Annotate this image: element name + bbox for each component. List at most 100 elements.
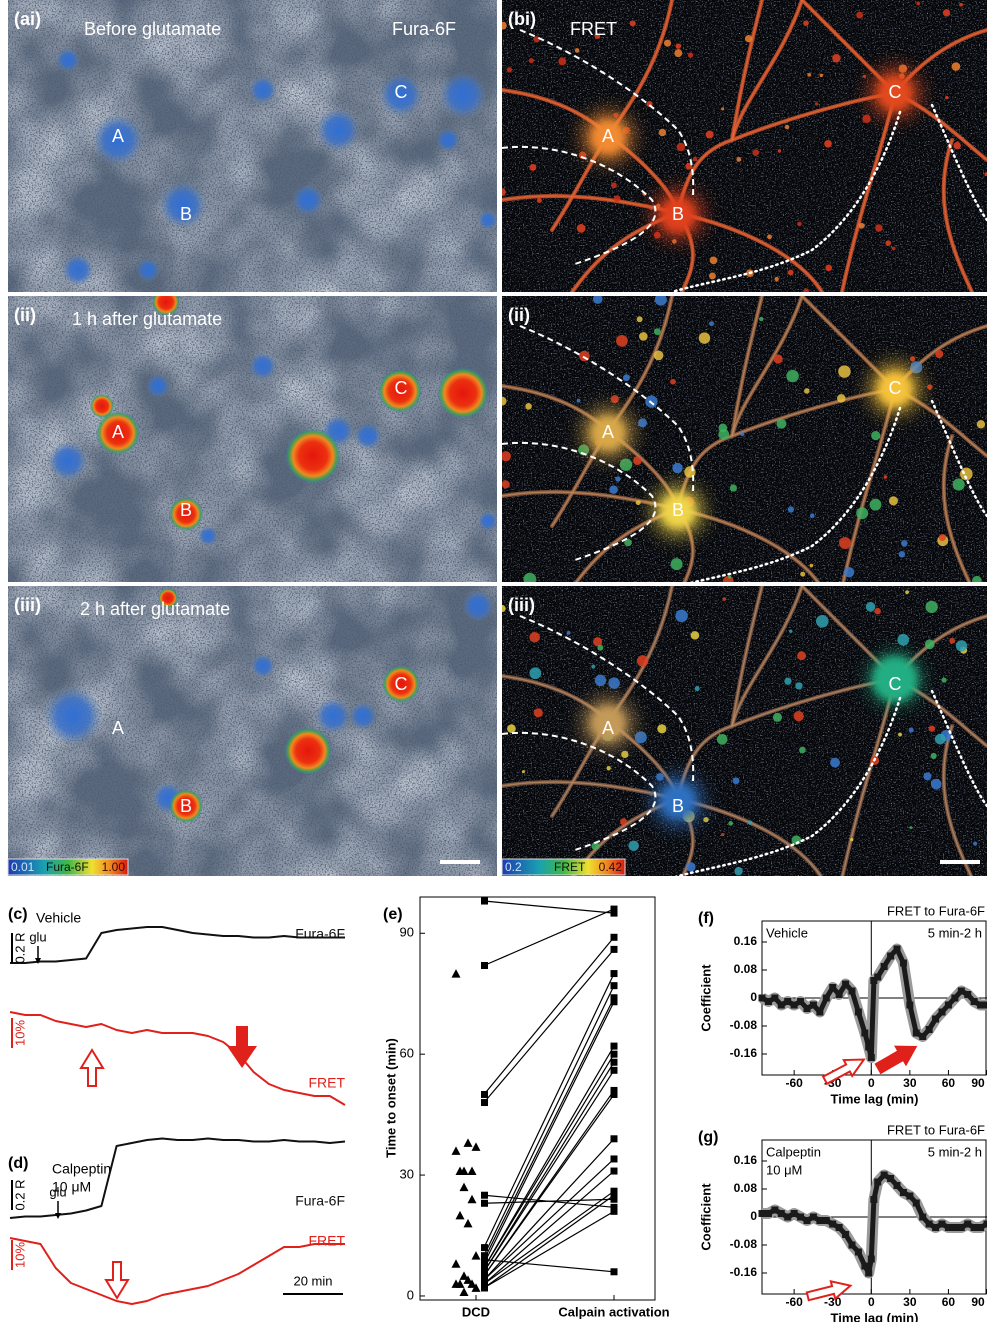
bead (952, 62, 961, 71)
bead (784, 678, 791, 685)
bead (973, 842, 977, 846)
bead (675, 610, 688, 623)
bead (816, 615, 829, 628)
bead (839, 537, 851, 549)
cell-label: A (602, 718, 614, 738)
square-marker (861, 1263, 868, 1270)
stimulus-label: glu (49, 1184, 66, 1199)
bead (501, 451, 511, 461)
bead (874, 608, 880, 614)
fret-image: (ii)ABC (498, 294, 987, 588)
cell-body (478, 210, 498, 230)
square-marker (868, 1256, 875, 1263)
y-axis-title: Time to onset (min) (383, 1038, 398, 1158)
square-marker (894, 946, 901, 953)
bead (804, 388, 810, 394)
y-tick-label: 90 (400, 925, 414, 940)
scale-bar-label: 20 min (293, 1273, 332, 1288)
bead (884, 475, 888, 479)
series-label: FRET (308, 1233, 345, 1249)
square-marker (611, 946, 618, 953)
colorbar-min: 0.01 (11, 860, 35, 874)
channel-label: Fura-6F (392, 19, 456, 39)
bead (925, 639, 935, 649)
bead (577, 399, 581, 403)
bead (959, 3, 963, 7)
square-marker (926, 1026, 933, 1033)
bead (844, 567, 854, 577)
panel-caption: 2 h after glutamate (80, 599, 230, 619)
bead (534, 708, 543, 717)
condition: Vehicle (766, 925, 808, 940)
separator (497, 0, 502, 876)
cell-body (315, 698, 351, 734)
square-marker (481, 1192, 488, 1199)
bead (889, 496, 898, 505)
bead (686, 862, 696, 872)
scale-bar (940, 860, 980, 864)
square-marker (481, 1256, 488, 1263)
speckle (502, 0, 987, 292)
pair-line (484, 1171, 614, 1284)
square-marker (784, 1214, 791, 1221)
bead (674, 49, 682, 57)
bead (799, 747, 806, 754)
square-marker (836, 991, 843, 998)
cell-body (136, 258, 160, 282)
square-marker (829, 1221, 836, 1228)
panel-label: (e) (383, 906, 403, 923)
square-marker (964, 991, 971, 998)
y-tick-label: -0.16 (730, 1046, 758, 1060)
pair-line (484, 998, 614, 1260)
square-marker (823, 995, 830, 1002)
open-arrow (81, 1050, 103, 1086)
bead (856, 507, 868, 519)
square-marker (797, 1214, 804, 1221)
bead (899, 551, 905, 557)
square-marker (804, 1217, 811, 1224)
x-tick-label: Calpain activation (558, 1304, 669, 1319)
window: 5 min-2 h (928, 1144, 982, 1159)
image-content (498, 586, 987, 878)
bead (943, 9, 950, 16)
square-marker (481, 1200, 488, 1207)
panel-label: (f) (698, 910, 714, 927)
square-marker (823, 1217, 830, 1224)
square-marker (765, 1210, 772, 1217)
square-marker (804, 1005, 811, 1012)
square-marker (870, 1196, 877, 1203)
bead (935, 734, 946, 745)
scale-bar-label: 0.2 R (12, 932, 27, 963)
bead (691, 631, 700, 640)
trace-line (10, 1012, 345, 1105)
square-marker (611, 1268, 618, 1275)
bead (935, 350, 943, 358)
bead (507, 724, 516, 733)
panel-label: (iii) (14, 595, 41, 615)
triangle-marker (464, 1138, 473, 1147)
bead (703, 817, 708, 822)
square-marker (611, 1091, 618, 1098)
colorbar-name: FRET (554, 860, 586, 874)
colorbar-max: 1.00 (102, 860, 126, 874)
square-marker (881, 1172, 888, 1179)
y-tick-label: -0.08 (730, 1237, 758, 1251)
channel-label: FRET (570, 19, 617, 39)
filled-arrow (871, 1036, 923, 1080)
bead (575, 48, 580, 53)
bead (654, 351, 664, 361)
concentration: 10 μM (766, 1162, 802, 1177)
cell-label: B (180, 204, 192, 224)
square-marker (759, 1210, 766, 1217)
fura-image: (ai)Before glutamateFura-6FABC (8, 0, 498, 292)
triangle-marker (452, 1259, 461, 1268)
square-marker (971, 1224, 978, 1231)
bead (870, 499, 882, 511)
cell-body (56, 48, 80, 72)
image-content (498, 294, 987, 588)
square-marker (611, 1135, 618, 1142)
bead (723, 597, 727, 601)
pair-line (484, 1062, 614, 1272)
bead (838, 365, 850, 377)
bead (901, 540, 907, 546)
